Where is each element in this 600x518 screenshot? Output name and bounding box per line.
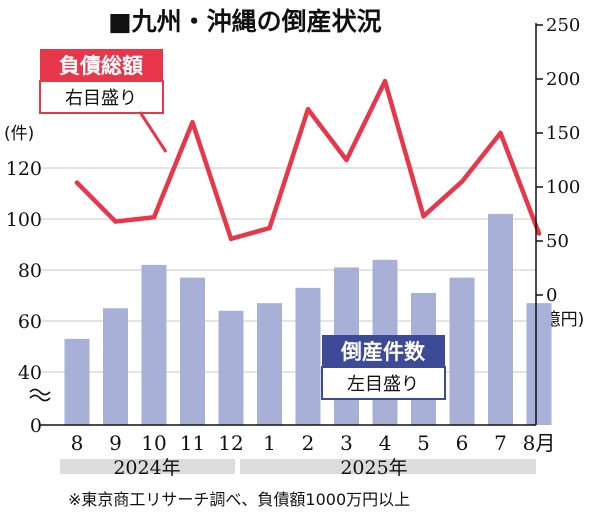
- x-tick-label: 10: [141, 431, 166, 455]
- bar: [526, 303, 552, 425]
- line-point: [382, 78, 388, 84]
- line-point: [190, 120, 195, 125]
- x-tick-label: 3: [340, 431, 353, 455]
- right-axis-ticks: 0 50 100 150 200 250: [536, 15, 580, 306]
- bar: [449, 277, 475, 425]
- year-band-2024: [60, 459, 235, 474]
- x-tick-label: 4: [379, 431, 392, 455]
- right-tick-label: 0: [546, 285, 557, 306]
- x-tick-label: 5: [417, 431, 430, 455]
- line-series-label-bg: [40, 49, 163, 81]
- left-tick-label: 100: [6, 209, 42, 231]
- right-tick-label: 200: [546, 69, 580, 90]
- bar-series-label-bg: [322, 335, 445, 367]
- line-point: [498, 130, 503, 136]
- line-series-axis-note: 右目盛り: [65, 88, 137, 109]
- bar: [64, 338, 90, 425]
- x-tick-label: 8: [71, 431, 84, 455]
- x-tick-label: 12: [218, 431, 243, 455]
- x-tick-label: 8月: [523, 431, 556, 455]
- line-series: [74, 78, 542, 242]
- bar-series-axis-note: 左目盛り: [347, 374, 419, 395]
- left-tick-label: 60: [18, 311, 42, 333]
- bar: [103, 308, 128, 425]
- x-tick-label: 11: [180, 431, 205, 455]
- right-tick-label: 150: [546, 123, 580, 144]
- bar: [218, 310, 244, 425]
- bar-series-label: 倒産件数: [340, 340, 426, 364]
- line-point: [344, 157, 349, 163]
- chart-title: ■九州・沖縄の倒産状況: [108, 7, 382, 36]
- line-series-note-box: [39, 80, 164, 114]
- x-tick-label: 9: [109, 431, 122, 455]
- line-point: [536, 231, 542, 236]
- bar-series: [64, 213, 552, 425]
- left-tick-label: 80: [18, 260, 42, 282]
- right-tick-label: 100: [546, 177, 580, 198]
- line-label-leader: [138, 111, 168, 153]
- right-tick-label: 50: [546, 231, 569, 252]
- bar: [257, 303, 282, 425]
- year-band-2025: [240, 459, 536, 474]
- year-label-2024: 2024年: [113, 457, 180, 479]
- line-point: [421, 213, 426, 219]
- line-series-label: 負債総額: [59, 54, 143, 78]
- bar: [295, 287, 321, 425]
- year-label-2025: 2025年: [340, 457, 407, 479]
- line-point: [305, 107, 311, 112]
- x-tick-label: 1: [263, 431, 276, 455]
- line-point: [267, 225, 272, 231]
- line-point: [74, 180, 80, 185]
- line-point: [228, 236, 234, 242]
- bar-series-note-box: [321, 366, 446, 400]
- bar: [141, 264, 167, 425]
- x-tick-label: 2: [302, 431, 315, 455]
- bar: [488, 213, 513, 425]
- right-tick-label: 250: [546, 15, 580, 36]
- left-axis-ticks: 0 40 60 80 100 120: [6, 158, 42, 437]
- left-tick-label: 120: [6, 158, 42, 180]
- line-point: [151, 215, 157, 220]
- x-axis-labels: 8 9 10 11 12 1 2 3 4 5 6 7 8月: [71, 431, 556, 455]
- x-tick-label: 6: [456, 431, 469, 455]
- left-tick-label: 40: [18, 362, 42, 384]
- x-tick-label: 7: [494, 431, 507, 455]
- left-tick-label: 0: [30, 415, 42, 437]
- line-point: [113, 219, 118, 224]
- bar: [180, 277, 205, 425]
- axis-break-mark: [29, 388, 51, 402]
- source-note: ※東京商工リサーチ調べ、負債額1000万円以上: [68, 490, 410, 509]
- line-point: [459, 179, 465, 184]
- left-axis-unit: (件): [4, 124, 34, 144]
